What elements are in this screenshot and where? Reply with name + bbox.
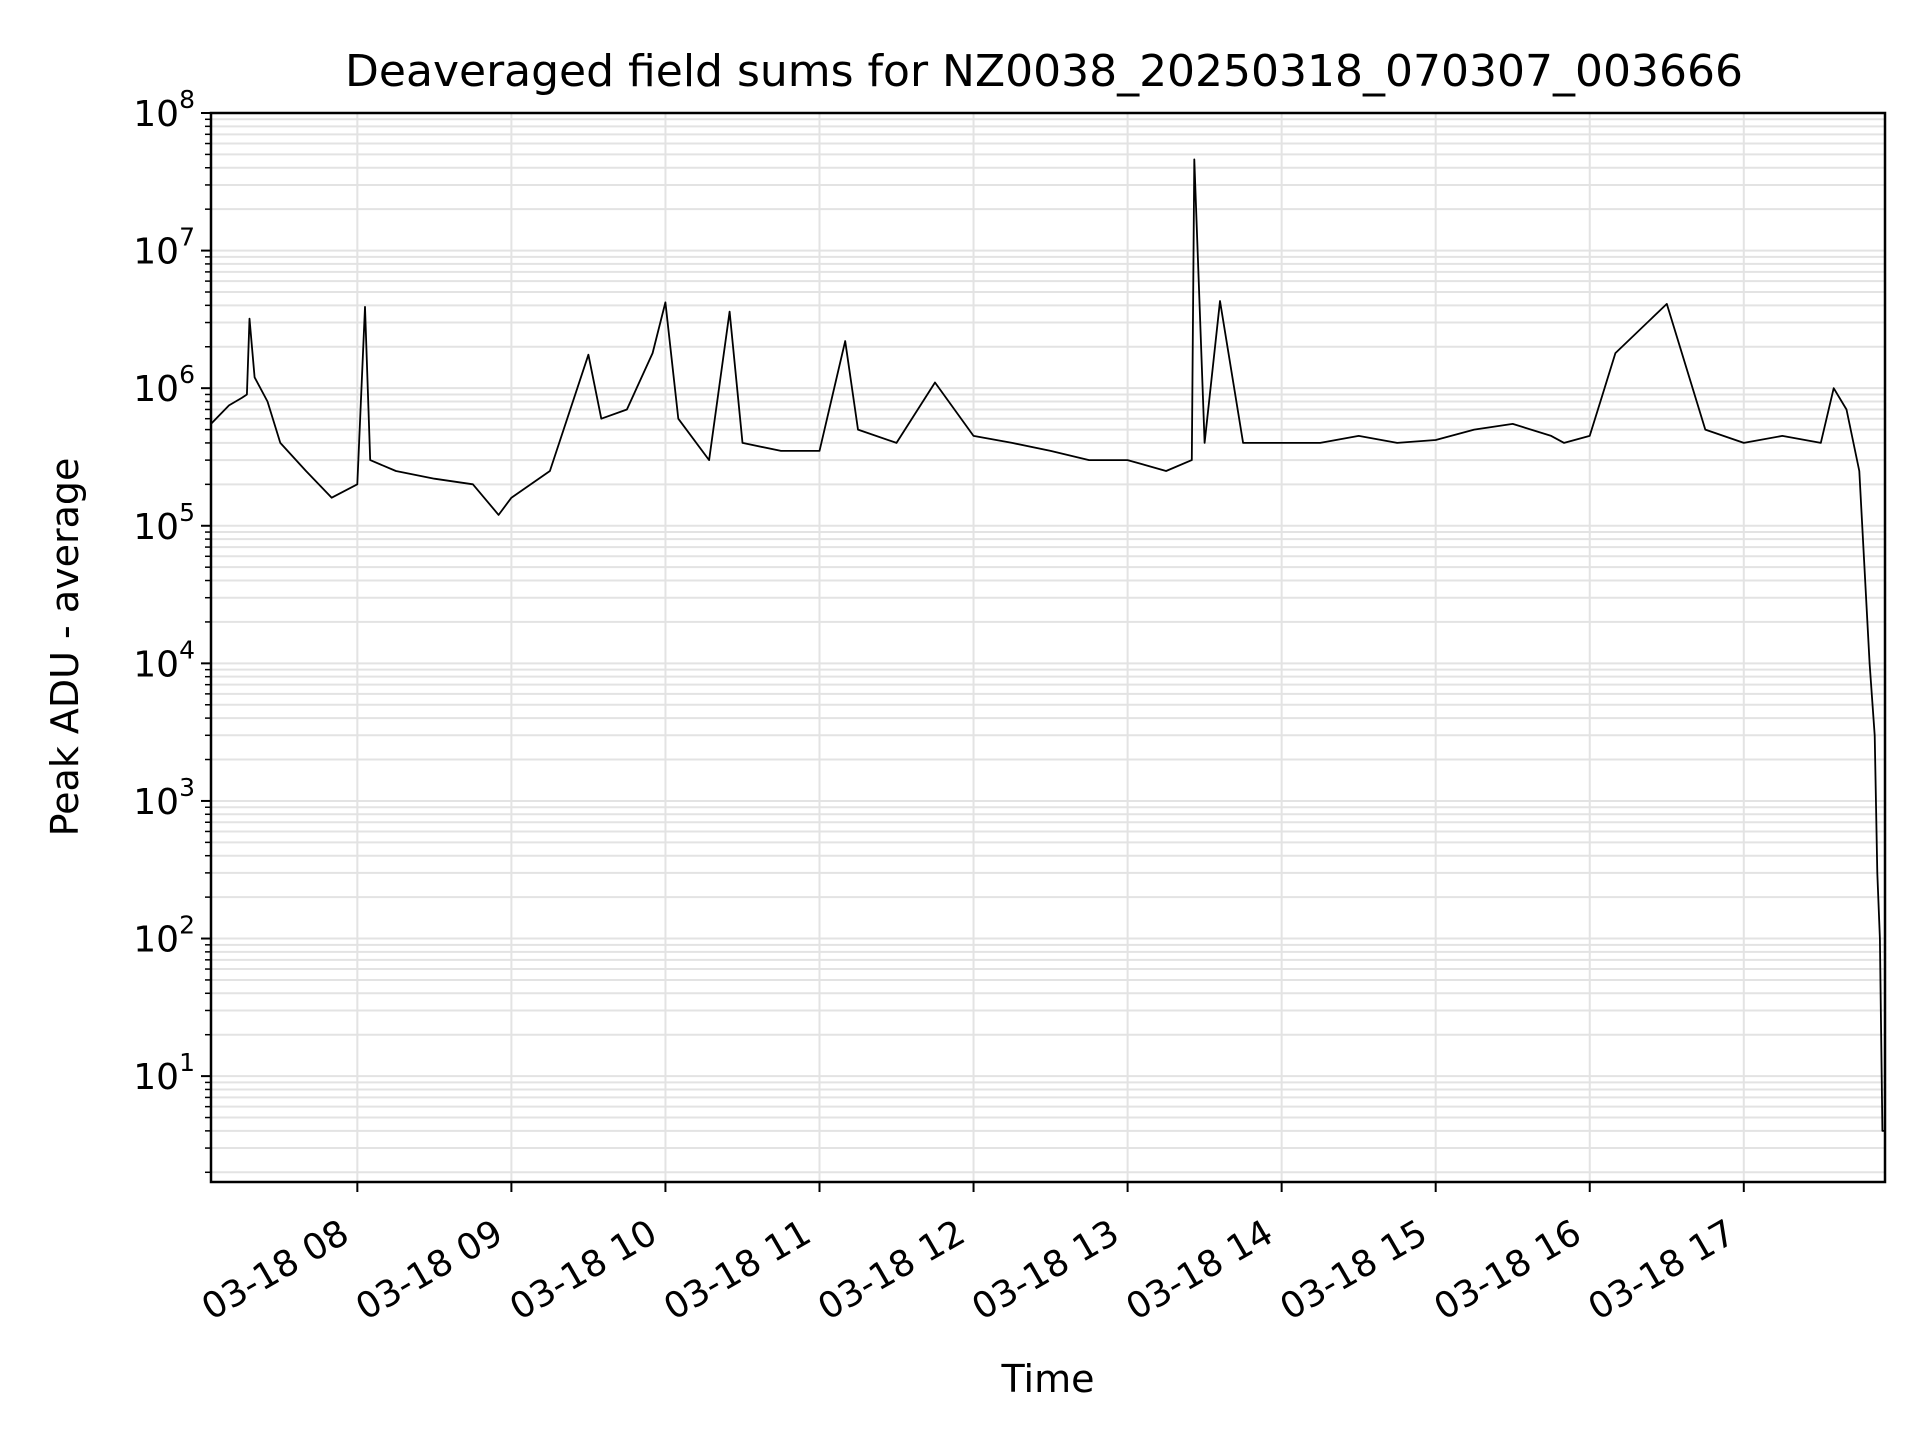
y-tick-label: 107 <box>133 223 195 273</box>
y-axis-label: Peak ADU - average <box>43 458 87 837</box>
y-tick-label: 106 <box>133 360 195 410</box>
y-tick-label: 103 <box>133 773 195 823</box>
y-tick-label: 108 <box>133 85 195 135</box>
plot-area <box>210 158 1885 1132</box>
y-tick-label: 101 <box>133 1048 195 1098</box>
chart-title: Deaveraged field sums for NZ0038_2025031… <box>345 46 1743 97</box>
plot-frame <box>209 111 1887 1184</box>
y-tick-label: 105 <box>133 498 195 548</box>
series-line <box>210 158 1885 1132</box>
x-axis-label: Time <box>1001 1357 1095 1401</box>
y-tick-label: 104 <box>133 635 195 685</box>
y-tick-label: 102 <box>133 911 195 961</box>
grid <box>211 112 1885 1182</box>
y-axis: 101 102 103 104 105 106 107 108 <box>133 85 211 1174</box>
